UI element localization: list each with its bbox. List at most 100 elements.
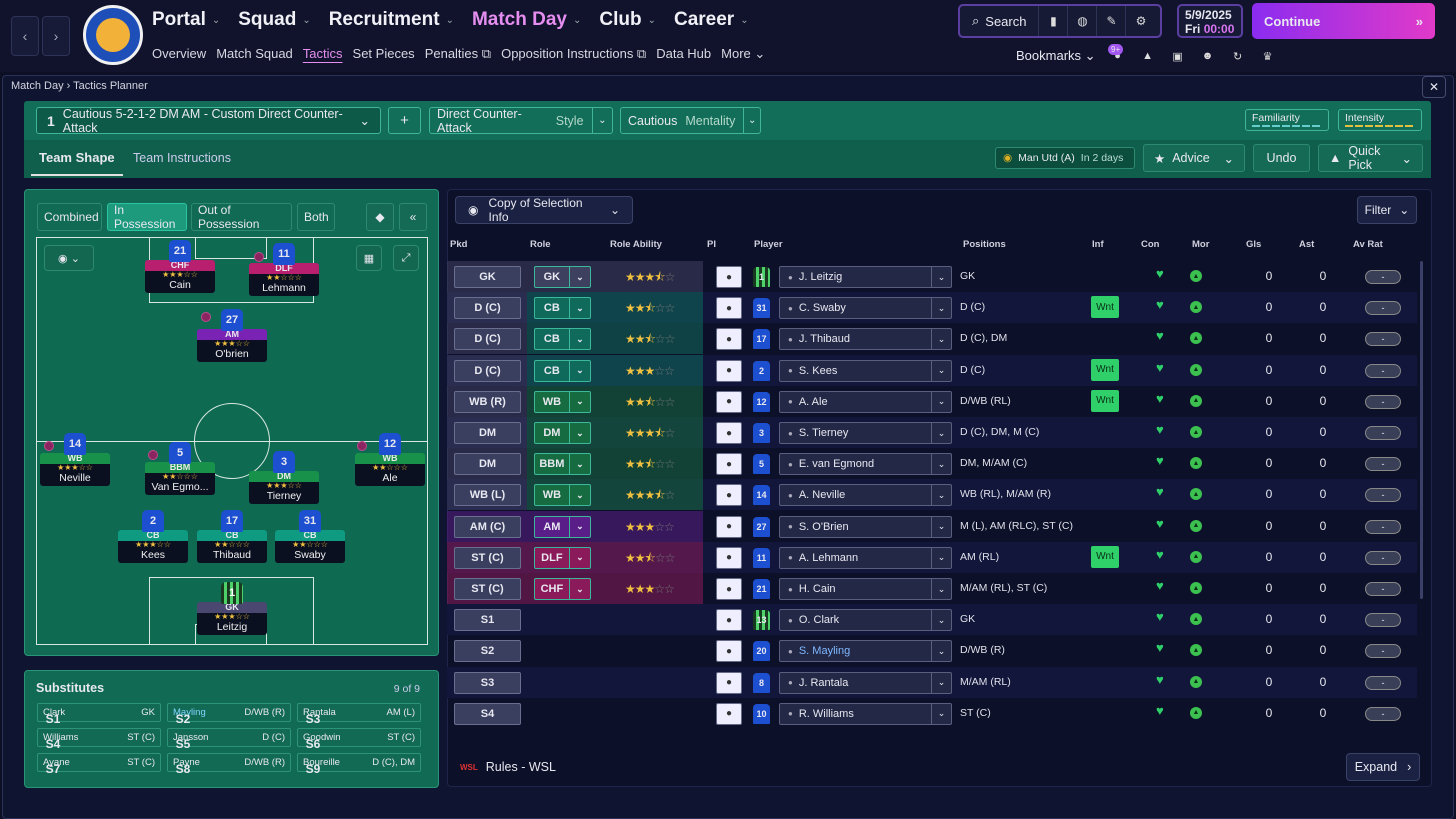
formation-icon[interactable]: ◆	[366, 203, 394, 231]
picked-position[interactable]: DM	[454, 453, 521, 476]
table-row[interactable]: D (C) CB ⌄ ★★⯪☆☆ ● 31 ● C. Swaby ⌄ D (C) Wnt ♥ ▲ 0 0 -	[447, 292, 1417, 324]
subnav-match-squad[interactable]: Match Squad	[216, 46, 293, 61]
pitch-player[interactable]: 21 CHF ★★★☆☆ Cain	[145, 240, 215, 293]
player-instructions-button[interactable]: ●	[716, 266, 742, 288]
player-instructions-button[interactable]: ●	[716, 297, 742, 320]
style-select[interactable]: Direct Counter-Attack Style ⌄	[429, 107, 613, 135]
undo-button[interactable]: Undo	[1253, 144, 1310, 172]
table-row[interactable]: S4 ● 10 ● R. Williams ⌄ ST (C) ♥ ▲ 0 0 -	[447, 698, 1417, 729]
column-header[interactable]: PI	[707, 239, 716, 250]
substitute-slot[interactable]: S5 Jansson D (C)	[167, 728, 291, 751]
tactic-select[interactable]: 1 Cautious 5-2-1-2 DM AM - Custom Direct …	[36, 107, 381, 135]
player-instructions-button[interactable]: ●	[716, 546, 742, 569]
player-select[interactable]: ● R. Williams ⌄	[779, 702, 952, 725]
substitute-slot[interactable]: S6 Goodwin ST (C)	[297, 728, 421, 751]
nav-portal[interactable]: Portal ⌄	[152, 9, 221, 30]
picked-position[interactable]: WB (L)	[454, 484, 521, 507]
filter-button[interactable]: Filter ⌄	[1357, 196, 1417, 224]
pitch-player[interactable]: 3 DM ★★★☆☆ Tierney	[249, 451, 319, 504]
subnav-set-pieces[interactable]: Set Pieces	[352, 46, 415, 61]
shirt-icon[interactable]: ▲	[1142, 50, 1153, 62]
column-header[interactable]: Gls	[1246, 239, 1262, 250]
nav-match-day[interactable]: Match Day ⌄	[471, 9, 582, 30]
player-select[interactable]: ● A. Neville ⌄	[779, 484, 952, 507]
expand-button[interactable]: Expand ›	[1346, 753, 1420, 781]
advice-button[interactable]: ★ Advice ⌄	[1143, 144, 1245, 172]
table-row[interactable]: S1 ● 13 ● O. Clark ⌄ GK ♥ ▲ 0 0 -	[447, 604, 1417, 636]
influence-badge[interactable]: Wnt	[1091, 296, 1119, 319]
player-instructions-button[interactable]: ●	[716, 515, 742, 538]
player-instructions-button[interactable]: ●	[716, 671, 742, 694]
player-select[interactable]: ● S. Mayling ⌄	[779, 640, 952, 663]
player-instructions-button[interactable]: ●	[716, 328, 742, 351]
phase-both[interactable]: Both	[297, 203, 335, 231]
role-select[interactable]: AM ⌄	[534, 515, 591, 538]
nav-career[interactable]: Career ⌄	[673, 9, 749, 30]
role-select[interactable]: WB ⌄	[534, 390, 591, 413]
tab-team-shape[interactable]: Team Shape	[39, 150, 115, 165]
table-row[interactable]: AM (C) AM ⌄ ★★★☆☆ ● 27 ● S. O'Brien ⌄ M (L), AM (…	[447, 510, 1417, 542]
player-instructions-button[interactable]: ●	[716, 640, 742, 663]
picked-position[interactable]: WB (R)	[454, 390, 521, 413]
influence-badge[interactable]: Wnt	[1091, 389, 1119, 412]
picked-position[interactable]: D (C)	[454, 328, 521, 351]
picked-position[interactable]: S4	[454, 702, 521, 725]
table-row[interactable]: WB (R) WB ⌄ ★★⯪☆☆ ● 12 ● A. Ale ⌄ D/WB (RL) Wnt ♥ ▲ 0…	[447, 385, 1417, 417]
trophy-icon[interactable]: ♛	[1262, 50, 1273, 63]
pitch-player[interactable]: 5 BBM ★★☆☆☆ Van Egmo...	[145, 442, 215, 495]
subnav-tactics[interactable]: Tactics	[302, 46, 343, 61]
selection-info-dropdown[interactable]: ◉ Copy of Selection Info ⌄	[455, 196, 633, 224]
player-select[interactable]: ● S. O'Brien ⌄	[779, 515, 952, 538]
familiarity-meter[interactable]: Familiarity	[1245, 109, 1329, 131]
player-instructions-button[interactable]: ●	[716, 484, 742, 507]
globe-icon[interactable]: ◍	[1068, 6, 1098, 36]
intensity-meter[interactable]: Intensity	[1338, 109, 1422, 131]
pitch-player[interactable]: 31 CB ★★☆☆☆ Swaby	[275, 510, 345, 563]
column-header[interactable]: Role	[530, 239, 551, 250]
table-row[interactable]: S3 ● 8 ● J. Rantala ⌄ M/AM (RL) ♥ ▲ 0 0 -	[447, 666, 1417, 698]
column-header[interactable]: Ast	[1299, 239, 1315, 250]
picked-position[interactable]: GK	[454, 266, 521, 288]
player-select[interactable]: ● E. van Egmond ⌄	[779, 453, 952, 476]
pitch-player[interactable]: 17 CB ★★☆☆☆ Thibaud	[197, 510, 267, 563]
player-instructions-button[interactable]: ●	[716, 578, 742, 600]
people-icon[interactable]: ☻	[1201, 50, 1214, 62]
pitch-player[interactable]: 12 WB ★★☆☆☆ Ale	[355, 433, 425, 486]
tab-team-instructions[interactable]: Team Instructions	[133, 151, 231, 165]
chat-icon[interactable]: ●	[1114, 50, 1121, 62]
substitute-slot[interactable]: S8 Payne D/WB (R)	[167, 753, 291, 776]
mentality-select[interactable]: Cautious Mentality ⌄	[620, 107, 761, 134]
player-instructions-button[interactable]: ●	[716, 609, 742, 632]
pitch-player[interactable]: 14 WB ★★★☆☆ Neville	[40, 433, 110, 486]
collapse-icon[interactable]: «	[399, 203, 427, 231]
gear-icon[interactable]: ⚙	[1135, 14, 1147, 28]
continue-button[interactable]: Continue»	[1252, 3, 1435, 39]
role-select[interactable]: CB ⌄	[534, 359, 591, 382]
pitch-player[interactable]: 2 CB ★★★☆☆ Kees	[118, 510, 188, 563]
picked-position[interactable]: ST (C)	[454, 546, 521, 569]
role-select[interactable]: BBM ⌄	[534, 453, 591, 476]
competition-rules[interactable]: WSL Rules - WSL	[460, 760, 556, 774]
pitch-player[interactable]: 11 DLF ★★☆☆☆ Lehmann	[249, 243, 319, 296]
picked-position[interactable]: DM	[454, 422, 521, 444]
table-row[interactable]: DM BBM ⌄ ★★⯪☆☆ ● 5 ● E. van Egmond ⌄ DM, M/AM (C)…	[447, 448, 1417, 480]
table-row[interactable]: ST (C) DLF ⌄ ★★⯪☆☆ ● 11 ● A. Lehmann ⌄ AM (RL) Wnt…	[447, 541, 1417, 573]
influence-badge[interactable]: Wnt	[1091, 545, 1119, 568]
player-select[interactable]: ● H. Cain ⌄	[779, 578, 952, 600]
substitute-slot[interactable]: S1 Clark GK	[37, 703, 161, 726]
substitute-slot[interactable]: S4 Williams ST (C)	[37, 728, 161, 751]
table-row[interactable]: S2 ● 20 ● S. Mayling ⌄ D/WB (R) ♥ ▲ 0 0 -	[447, 635, 1417, 666]
table-scrollbar[interactable]	[1420, 261, 1423, 599]
date-display[interactable]: 5/9/2025 Fri 00:00	[1177, 4, 1243, 38]
substitute-slot[interactable]: S2 Mayling D/WB (R)	[167, 703, 291, 726]
column-header[interactable]: Av Rat	[1353, 239, 1383, 250]
pen-icon[interactable]: ✎	[1097, 6, 1127, 36]
subnav-data-hub[interactable]: Data Hub	[656, 46, 712, 61]
subnav-opposition-instructions[interactable]: Opposition Instructions ⧉	[501, 46, 647, 61]
nav-recruitment[interactable]: Recruitment ⌄	[328, 9, 454, 30]
player-select[interactable]: ● J. Leitzig ⌄	[779, 266, 952, 288]
column-header[interactable]: Positions	[963, 239, 1006, 250]
table-row[interactable]: ST (C) CHF ⌄ ★★★☆☆ ● 21 ● H. Cain ⌄ M/AM (RL), ST…	[447, 573, 1417, 604]
instruction-icon[interactable]	[201, 312, 211, 322]
instruction-icon[interactable]	[148, 450, 158, 460]
